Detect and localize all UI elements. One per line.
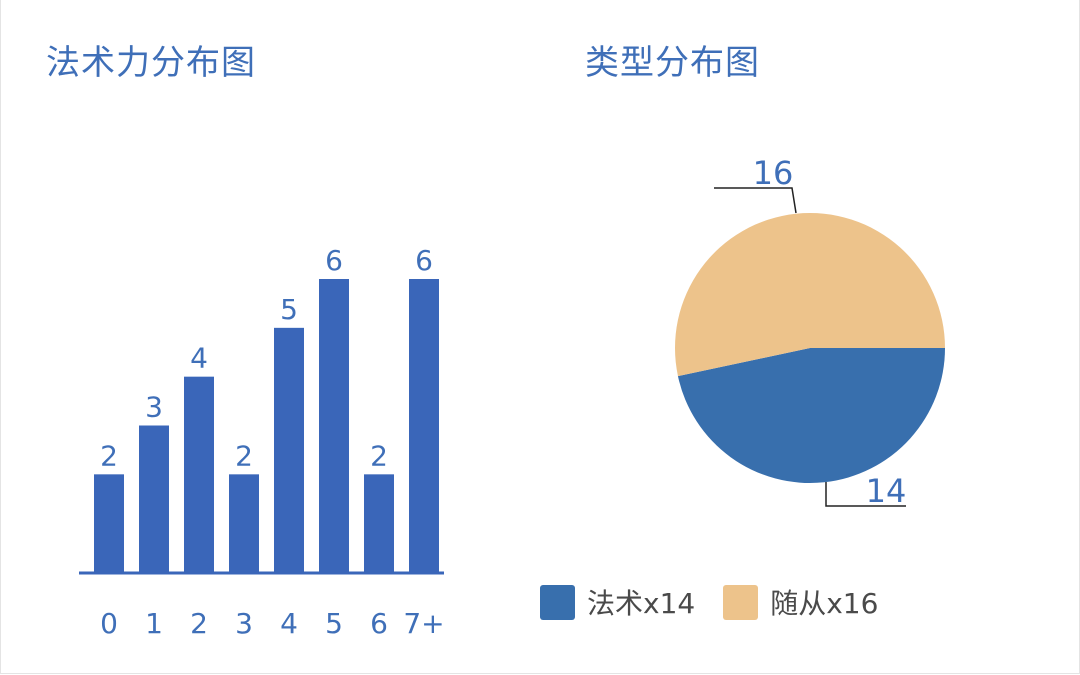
bar-value-label-2: 4 xyxy=(190,342,208,375)
bar-1 xyxy=(139,425,169,572)
type-pie-chart: 14 16 xyxy=(675,154,945,510)
pie-slice-0 xyxy=(677,348,945,483)
legend-item-1: 随从x16 xyxy=(723,582,878,622)
x-tick-label-3: 3 xyxy=(235,607,253,640)
bar-value-label-0: 2 xyxy=(100,439,118,472)
bar-value-label-1: 3 xyxy=(145,391,163,424)
bar-chart-title: 法术力分布图 xyxy=(46,43,256,83)
x-tick-label-6: 6 xyxy=(370,607,388,640)
bar-2 xyxy=(184,376,214,572)
pie-legend: 法术x14 随从x16 xyxy=(540,582,906,622)
legend-swatch-1 xyxy=(723,584,759,620)
pie-leader-line-0 xyxy=(825,482,906,507)
legend-swatch-0 xyxy=(540,584,575,620)
pie-leader-line-1 xyxy=(714,187,797,214)
bar-value-label-5: 6 xyxy=(325,244,343,277)
bar-value-label-6: 2 xyxy=(370,439,388,472)
x-tick-label-0: 0 xyxy=(100,607,118,640)
x-tick-label-2: 2 xyxy=(190,607,208,640)
pie-value-label-0: 14 xyxy=(866,472,907,510)
bar-value-label-3: 2 xyxy=(235,439,253,472)
x-tick-label-7: 7+ xyxy=(403,607,444,640)
legend-label-1: 随从x16 xyxy=(770,587,879,620)
legend-item-0: 法术x14 xyxy=(540,582,695,622)
bar-value-label-4: 5 xyxy=(280,293,298,326)
bar-value-label-7: 6 xyxy=(415,244,433,277)
bar-5 xyxy=(319,279,349,572)
legend-label-0: 法术x14 xyxy=(587,587,696,620)
bar-4 xyxy=(274,327,304,572)
pie-chart-title: 类型分布图 xyxy=(585,43,760,83)
bar-3 xyxy=(229,474,259,572)
bar-7 xyxy=(409,279,439,572)
pie-value-label-1: 16 xyxy=(753,154,794,192)
bar-0 xyxy=(94,474,124,572)
x-tick-label-4: 4 xyxy=(280,607,298,640)
x-tick-label-1: 1 xyxy=(145,607,163,640)
x-tick-label-5: 5 xyxy=(325,607,343,640)
pie-slice-1 xyxy=(675,212,945,377)
bar-6 xyxy=(364,474,394,572)
